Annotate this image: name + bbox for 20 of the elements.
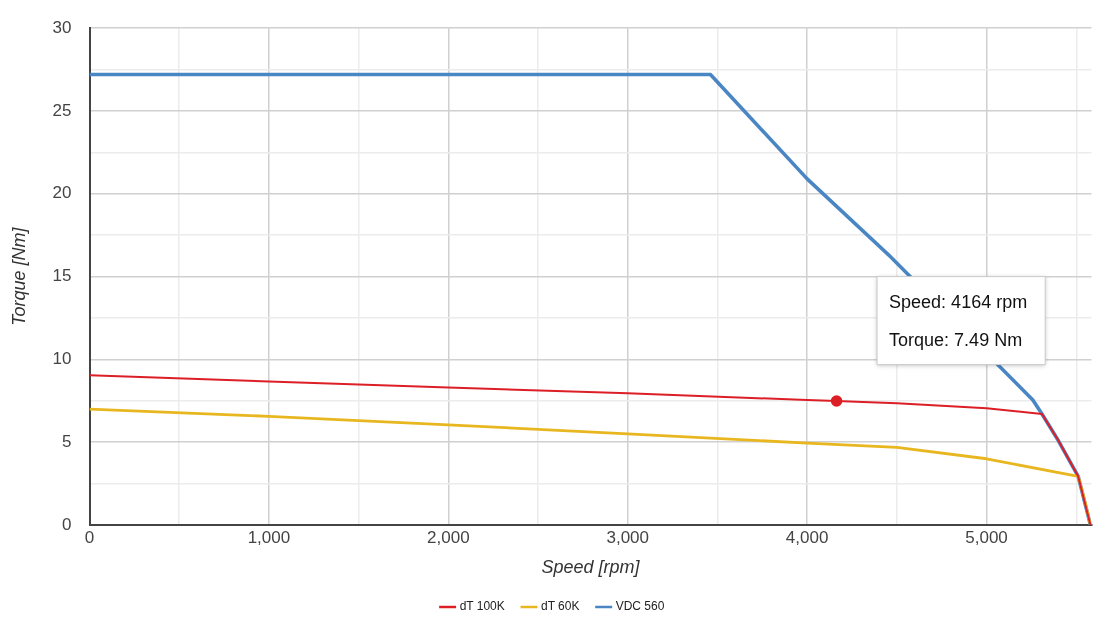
y-tick-label: 25 [52,100,72,120]
y-tick-label: 15 [52,266,72,286]
y-tick-label: 20 [52,183,72,203]
y-tick-label: 10 [52,349,72,369]
legend-label: VDC 560 [615,599,665,614]
legend-label: dT 60K [540,599,580,614]
annotation: Speed: 4164 rpm [889,291,1028,312]
y-tick-label: 0 [62,514,72,534]
y-tick-label: 5 [62,431,72,451]
y-axis-title: Torque [Nm] [8,226,29,326]
x-tick-label: 2,000 [427,527,470,547]
x-tick-label: 4,000 [785,527,829,547]
x-tick-label: 3,000 [606,527,650,547]
x-tick-label: 1,000 [247,527,291,547]
y-tick-label: 30 [52,17,72,37]
legend-label: dT 100K [459,599,505,614]
annotation: Torque: 7.49 Nm [889,329,1023,350]
x-axis-title: Speed [rpm] [541,557,641,578]
x-tick-label: 0 [84,527,95,547]
x-tick-label: 5,000 [965,527,1008,547]
